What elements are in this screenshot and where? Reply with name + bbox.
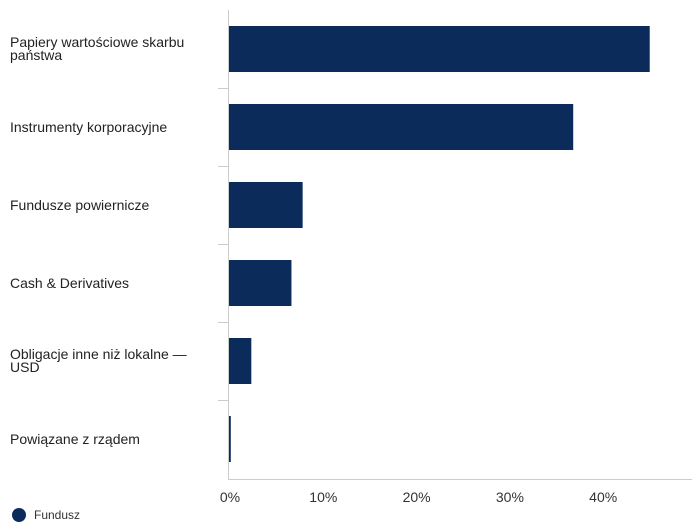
- x-tick-label-1: 10%: [309, 489, 337, 505]
- bar-3: [228, 260, 292, 306]
- category-label-5: Powiązane z rządem: [10, 430, 140, 447]
- category-label-0: Papiery wartościowe skarbu państwa: [10, 34, 185, 63]
- bars: [228, 26, 650, 462]
- category-label-3: Cash & Derivatives: [10, 274, 130, 291]
- category-label-1: Instrumenty korporacyjne: [10, 118, 168, 135]
- x-tick-label-0: 0%: [220, 489, 240, 505]
- bar-5: [228, 416, 231, 462]
- legend-swatch-fundusz: [12, 508, 26, 522]
- bar-4: [228, 338, 252, 384]
- category-separators: [218, 88, 228, 401]
- x-axis-ticks: 0% 10% 20% 30% 40%: [220, 489, 617, 505]
- category-label-4: Obligacje inne niż lokalne — USD: [10, 346, 187, 375]
- x-tick-label-4: 40%: [589, 489, 617, 505]
- legend-label-fundusz: Fundusz: [34, 508, 81, 522]
- category-label-2: Fundusze powiernicze: [10, 196, 150, 213]
- legend: Fundusz: [12, 508, 80, 522]
- x-tick-label-3: 30%: [496, 489, 524, 505]
- x-tick-label-2: 20%: [403, 489, 431, 505]
- bar-2: [228, 182, 303, 228]
- bar-1: [228, 104, 574, 150]
- bar-0: [228, 26, 650, 72]
